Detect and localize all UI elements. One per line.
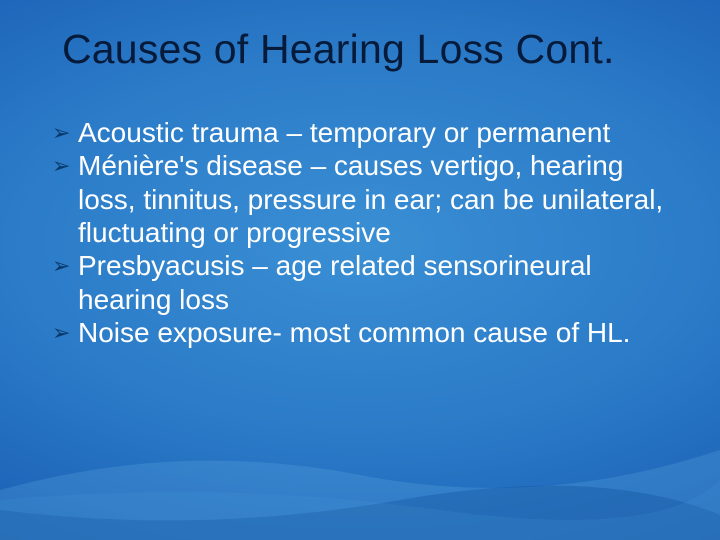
bullet-item: ➢ Ménière's disease – causes vertigo, he… xyxy=(52,149,668,249)
decorative-swoosh xyxy=(0,380,720,540)
bullet-item: ➢ Presbyacusis – age related sensorineur… xyxy=(52,249,668,316)
slide-title: Causes of Hearing Loss Cont. xyxy=(62,26,680,73)
bullet-text: Presbyacusis – age related sensorineural… xyxy=(78,250,592,314)
bullet-marker-icon: ➢ xyxy=(52,116,70,149)
bullet-item: ➢ Noise exposure- most common cause of H… xyxy=(52,316,668,349)
bullet-text: Ménière's disease – causes vertigo, hear… xyxy=(78,150,663,248)
bullet-text: Noise exposure- most common cause of HL. xyxy=(78,317,630,348)
bullet-marker-icon: ➢ xyxy=(52,249,70,282)
slide-body: ➢ Acoustic trauma – temporary or permane… xyxy=(52,116,668,349)
bullet-marker-icon: ➢ xyxy=(52,316,70,349)
bullet-text: Acoustic trauma – temporary or permanent xyxy=(78,117,610,148)
slide: Causes of Hearing Loss Cont. ➢ Acoustic … xyxy=(0,0,720,540)
bullet-marker-icon: ➢ xyxy=(52,149,70,182)
bullet-item: ➢ Acoustic trauma – temporary or permane… xyxy=(52,116,668,149)
